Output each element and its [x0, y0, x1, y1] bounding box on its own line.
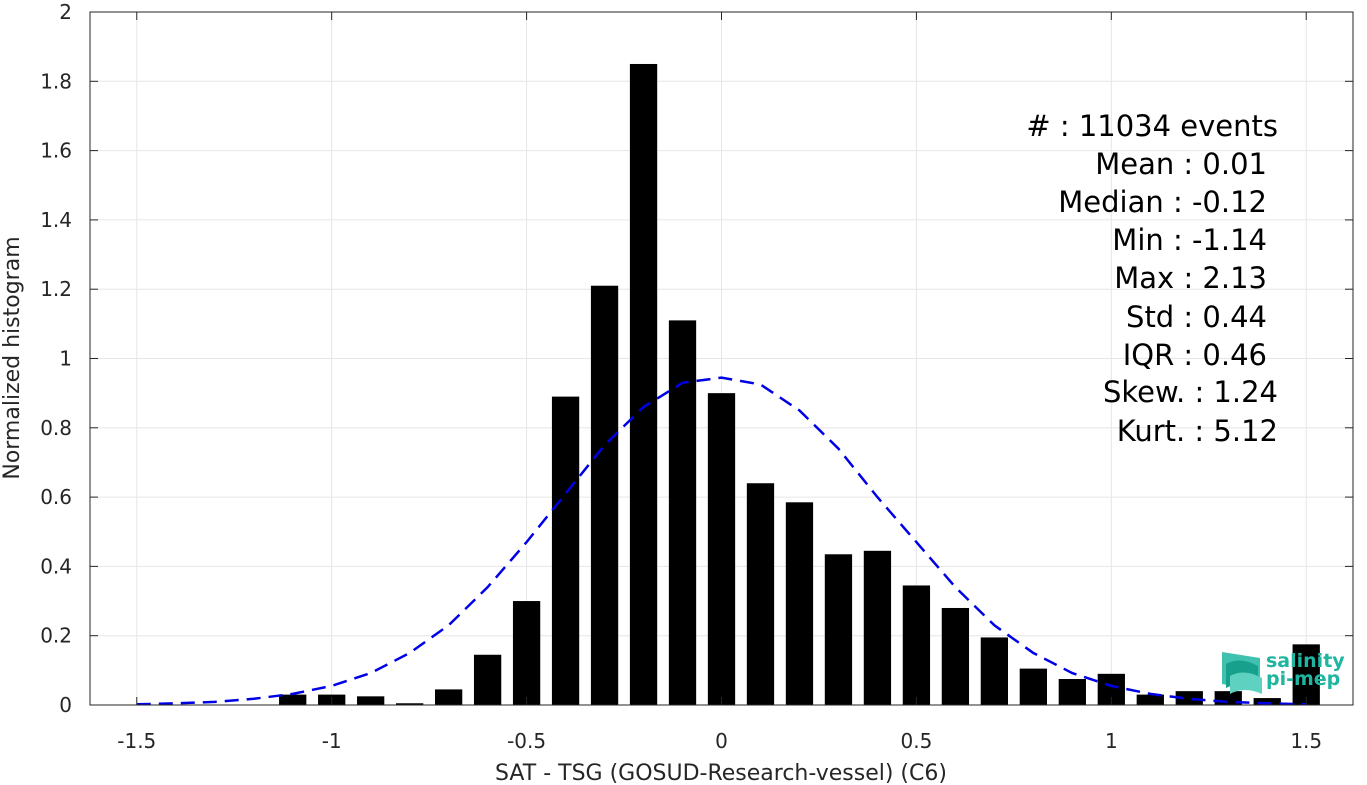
histogram-bar	[1058, 679, 1086, 705]
stat-skew: Skew. : 1.24	[1103, 375, 1278, 409]
histogram-bar	[902, 585, 931, 705]
histogram-bar	[629, 63, 658, 706]
y-tick-label: 1.8	[40, 69, 72, 93]
y-tick-label: 0	[59, 693, 72, 717]
histogram-bar	[824, 554, 853, 705]
histogram-bar	[785, 502, 814, 705]
histogram-bar	[1292, 644, 1320, 705]
stat-kurt: Kurt. : 5.12	[1117, 414, 1278, 448]
stat-max: Max : 2.13	[1114, 261, 1267, 295]
y-tick-label: 1.2	[40, 277, 72, 301]
histogram-bar	[1019, 668, 1047, 705]
y-tick-label: 0.4	[40, 554, 72, 578]
x-tick-label: 1.5	[1290, 729, 1322, 753]
stat-min: Min : -1.14	[1112, 223, 1267, 257]
histogram-bar	[1175, 691, 1203, 705]
y-tick-label: 1.4	[40, 208, 72, 232]
axis-ticks	[90, 11, 1353, 706]
logo-mark-icon	[1222, 652, 1262, 694]
histogram-bar	[1136, 694, 1164, 705]
stat-mean: Mean : 0.01	[1095, 147, 1267, 181]
gaussian-fit-curve	[136, 376, 1307, 706]
y-tick-label: 0.6	[40, 485, 72, 509]
histogram-bar	[1253, 698, 1281, 705]
histogram-bar	[396, 703, 424, 705]
histogram-bar	[357, 696, 385, 705]
histogram-bar	[551, 396, 580, 705]
y-tick-label: 1	[59, 347, 72, 371]
histogram-bar	[590, 285, 619, 705]
x-tick-label: 0	[715, 729, 728, 753]
histogram-bar	[279, 694, 307, 705]
histogram-bar	[707, 393, 736, 705]
x-tick-label: 0.5	[901, 729, 933, 753]
stat-std: Std : 0.44	[1126, 300, 1267, 334]
histogram-bar	[668, 320, 697, 705]
statistics-box: # : 11034 events Mean : 0.01 Median : -0…	[1026, 109, 1278, 448]
salinity-pi-mep-logo: salinity pi-mep	[1222, 650, 1345, 694]
x-axis-title: SAT - TSG (GOSUD-Research-vessel) (C6)	[495, 761, 947, 785]
histogram-bar	[941, 607, 970, 705]
histogram-bars	[279, 63, 1320, 706]
histogram-bar	[512, 601, 541, 705]
x-tick-labels: -1.5 -1 -0.5 0 0.5 1 1.5	[117, 729, 1322, 753]
y-axis-title: Normalized histogram	[0, 236, 25, 479]
histogram-bar	[746, 483, 775, 705]
y-tick-label: 1.6	[40, 139, 72, 163]
stat-iqr: IQR : 0.46	[1123, 338, 1267, 372]
x-tick-label: -1.5	[117, 729, 156, 753]
histogram-bar	[980, 637, 1009, 705]
y-tick-label: 2	[59, 0, 72, 24]
histogram-bar	[863, 550, 892, 705]
y-tick-labels: 0 0.2 0.4 0.6 0.8 1 1.2 1.4 1.6 1.8 2	[40, 0, 72, 717]
x-tick-label: 1	[1105, 729, 1118, 753]
x-tick-label: -0.5	[507, 729, 546, 753]
x-tick-label: -1	[322, 729, 342, 753]
y-tick-label: 0.8	[40, 416, 72, 440]
histogram-bar	[473, 654, 502, 705]
logo-line2: pi-mep	[1266, 668, 1340, 690]
histogram-bar	[434, 689, 463, 705]
stat-count: # : 11034 events	[1026, 109, 1278, 143]
logo-line1: salinity	[1266, 650, 1345, 672]
y-tick-label: 0.2	[40, 624, 72, 648]
stat-median: Median : -0.12	[1058, 185, 1267, 219]
